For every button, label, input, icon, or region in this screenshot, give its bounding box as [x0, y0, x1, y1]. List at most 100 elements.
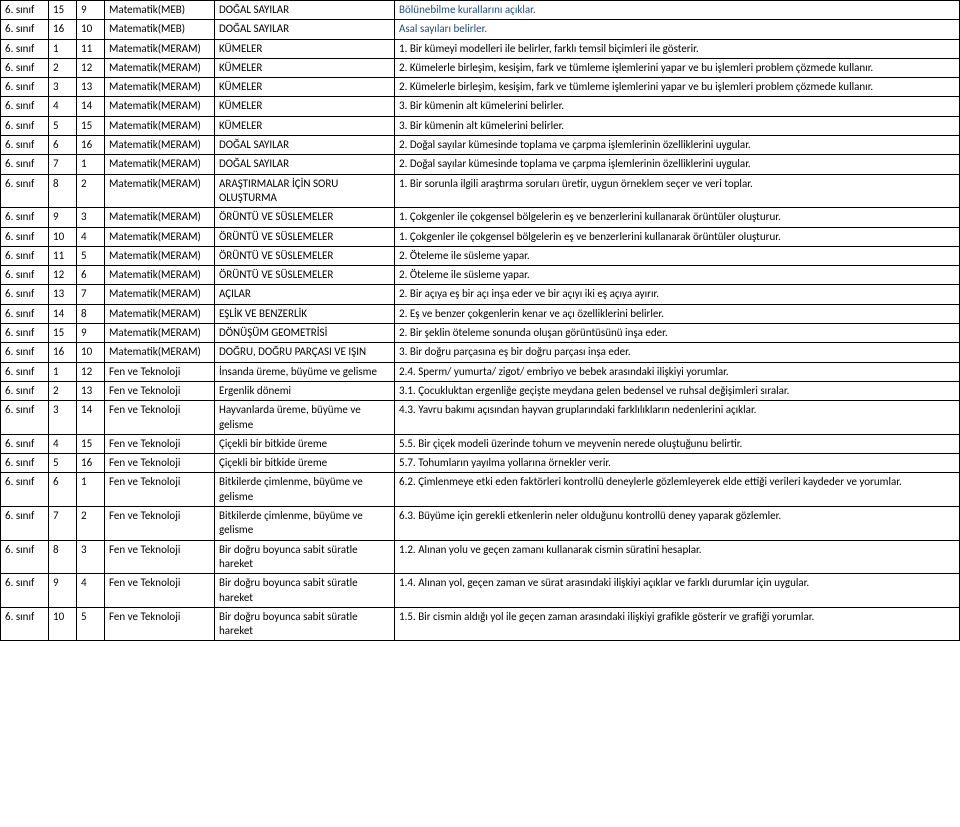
grade-cell: 6. sınıf: [1, 304, 49, 323]
num1-cell: 5: [49, 454, 77, 473]
table-row: 6. sınıf126Matematik(MERAM)ÖRÜNTÜ VE SÜS…: [1, 266, 960, 285]
topic-cell: DOĞAL SAYILAR: [215, 155, 395, 174]
objective-cell: 1.4. Alınan yol, geçen zaman ve sürat ar…: [395, 574, 960, 608]
objective-cell: 2.4. Sperm/ yumurta/ zigot/ embriyo ve b…: [395, 362, 960, 381]
topic-cell: Hayvanlarda üreme, büyüme ve gelisme: [215, 401, 395, 435]
topic-cell: DÖNÜŞÜM GEOMETRİSİ: [215, 324, 395, 343]
num1-cell: 4: [49, 97, 77, 116]
num2-cell: 4: [77, 227, 105, 246]
objective-cell: 2. Doğal sayılar kümesinde toplama ve ça…: [395, 155, 960, 174]
course-cell: Matematik(MERAM): [105, 324, 215, 343]
num1-cell: 9: [49, 208, 77, 227]
table-row: 6. sınıf414Matematik(MERAM)KÜMELER3. Bir…: [1, 97, 960, 116]
topic-cell: Çiçekli bir bitkide üreme: [215, 454, 395, 473]
course-cell: Matematik(MERAM): [105, 155, 215, 174]
curriculum-table: 6. sınıf159Matematik(MEB)DOĞAL SAYILARBö…: [0, 0, 960, 641]
course-cell: Fen ve Teknoloji: [105, 381, 215, 400]
objective-cell: 1. Çokgenler ile çokgensel bölgelerin eş…: [395, 227, 960, 246]
topic-cell: Bir doğru boyunca sabit süratle hareket: [215, 540, 395, 574]
topic-cell: DOĞRU, DOĞRU PARÇASI VE IŞIN: [215, 343, 395, 362]
course-cell: Matematik(MEB): [105, 20, 215, 39]
course-cell: Matematik(MERAM): [105, 246, 215, 265]
objective-cell: 3. Bir kümenin alt kümelerini belirler.: [395, 116, 960, 135]
table-row: 6. sınıf314Fen ve TeknolojiHayvanlarda ü…: [1, 401, 960, 435]
topic-cell: DOĞAL SAYILAR: [215, 136, 395, 155]
topic-cell: Bitkilerde çimlenme, büyüme ve gelisme: [215, 473, 395, 507]
num2-cell: 10: [77, 343, 105, 362]
objective-cell: 1.5. Bir cismin aldığı yol ile geçen zam…: [395, 607, 960, 641]
course-cell: Matematik(MERAM): [105, 58, 215, 77]
course-cell: Matematik(MERAM): [105, 78, 215, 97]
num1-cell: 1: [49, 362, 77, 381]
grade-cell: 6. sınıf: [1, 116, 49, 135]
topic-cell: KÜMELER: [215, 97, 395, 116]
course-cell: Fen ve Teknoloji: [105, 507, 215, 541]
num1-cell: 16: [49, 343, 77, 362]
num1-cell: 11: [49, 246, 77, 265]
course-cell: Matematik(MERAM): [105, 343, 215, 362]
table-row: 6. sınıf1610Matematik(MERAM)DOĞRU, DOĞRU…: [1, 343, 960, 362]
table-row: 6. sınıf83Fen ve TeknolojiBir doğru boyu…: [1, 540, 960, 574]
objective-cell: 4.3. Yavru bakımı açısından hayvan grupl…: [395, 401, 960, 435]
course-cell: Fen ve Teknoloji: [105, 473, 215, 507]
course-cell: Matematik(MEB): [105, 1, 215, 20]
grade-cell: 6. sınıf: [1, 39, 49, 58]
table-row: 6. sınıf148Matematik(MERAM)EŞLİK VE BENZ…: [1, 304, 960, 323]
table-row: 6. sınıf159Matematik(MEB)DOĞAL SAYILARBö…: [1, 1, 960, 20]
course-cell: Fen ve Teknoloji: [105, 574, 215, 608]
objective-cell: 2. Bir şeklin öteleme sonunda oluşan gör…: [395, 324, 960, 343]
topic-cell: KÜMELER: [215, 39, 395, 58]
num2-cell: 14: [77, 401, 105, 435]
grade-cell: 6. sınıf: [1, 362, 49, 381]
num1-cell: 15: [49, 324, 77, 343]
topic-cell: AÇILAR: [215, 285, 395, 304]
table-row: 6. sınıf616Matematik(MERAM)DOĞAL SAYILAR…: [1, 136, 960, 155]
num2-cell: 2: [77, 174, 105, 208]
num1-cell: 5: [49, 116, 77, 135]
num2-cell: 5: [77, 246, 105, 265]
grade-cell: 6. sınıf: [1, 434, 49, 453]
grade-cell: 6. sınıf: [1, 208, 49, 227]
grade-cell: 6. sınıf: [1, 343, 49, 362]
grade-cell: 6. sınıf: [1, 285, 49, 304]
table-row: 6. sınıf212Matematik(MERAM)KÜMELER2. Küm…: [1, 58, 960, 77]
objective-cell: 1. Bir kümeyi modelleri ile belirler, fa…: [395, 39, 960, 58]
objective-cell: 1. Çokgenler ile çokgensel bölgelerin eş…: [395, 208, 960, 227]
table-row: 6. sınıf515Matematik(MERAM)KÜMELER3. Bir…: [1, 116, 960, 135]
num2-cell: 8: [77, 304, 105, 323]
table-row: 6. sınıf111Matematik(MERAM)KÜMELER1. Bir…: [1, 39, 960, 58]
table-row: 6. sınıf61Fen ve TeknolojiBitkilerde çim…: [1, 473, 960, 507]
topic-cell: KÜMELER: [215, 78, 395, 97]
grade-cell: 6. sınıf: [1, 97, 49, 116]
table-row: 6. sınıf415Fen ve TeknolojiÇiçekli bir b…: [1, 434, 960, 453]
grade-cell: 6. sınıf: [1, 227, 49, 246]
num2-cell: 16: [77, 136, 105, 155]
num1-cell: 4: [49, 434, 77, 453]
num2-cell: 4: [77, 574, 105, 608]
num2-cell: 1: [77, 473, 105, 507]
objective-cell: 2. Kümelerle birleşim, kesişim, fark ve …: [395, 78, 960, 97]
objective-cell: 1. Bir sorunla ilgili araştırma soruları…: [395, 174, 960, 208]
table-row: 6. sınıf516Fen ve TeknolojiÇiçekli bir b…: [1, 454, 960, 473]
num1-cell: 12: [49, 266, 77, 285]
topic-cell: ARAŞTIRMALAR İÇİN SORU OLUŞTURMA: [215, 174, 395, 208]
num1-cell: 6: [49, 473, 77, 507]
course-cell: Matematik(MERAM): [105, 208, 215, 227]
course-cell: Fen ve Teknoloji: [105, 454, 215, 473]
num1-cell: 8: [49, 540, 77, 574]
topic-cell: KÜMELER: [215, 58, 395, 77]
num1-cell: 16: [49, 20, 77, 39]
topic-cell: Bir doğru boyunca sabit süratle hareket: [215, 607, 395, 641]
grade-cell: 6. sınıf: [1, 1, 49, 20]
grade-cell: 6. sınıf: [1, 58, 49, 77]
objective-cell: 1.2. Alınan yolu ve geçen zamanı kullana…: [395, 540, 960, 574]
grade-cell: 6. sınıf: [1, 266, 49, 285]
objective-cell: 2. Öteleme ile süsleme yapar.: [395, 246, 960, 265]
topic-cell: DOĞAL SAYILAR: [215, 1, 395, 20]
num2-cell: 15: [77, 116, 105, 135]
table-row: 6. sınıf313Matematik(MERAM)KÜMELER2. Küm…: [1, 78, 960, 97]
table-row: 6. sınıf93Matematik(MERAM)ÖRÜNTÜ VE SÜSL…: [1, 208, 960, 227]
objective-cell: Asal sayıları belirler.: [395, 20, 960, 39]
table-row: 6. sınıf159Matematik(MERAM)DÖNÜŞÜM GEOME…: [1, 324, 960, 343]
num2-cell: 7: [77, 285, 105, 304]
